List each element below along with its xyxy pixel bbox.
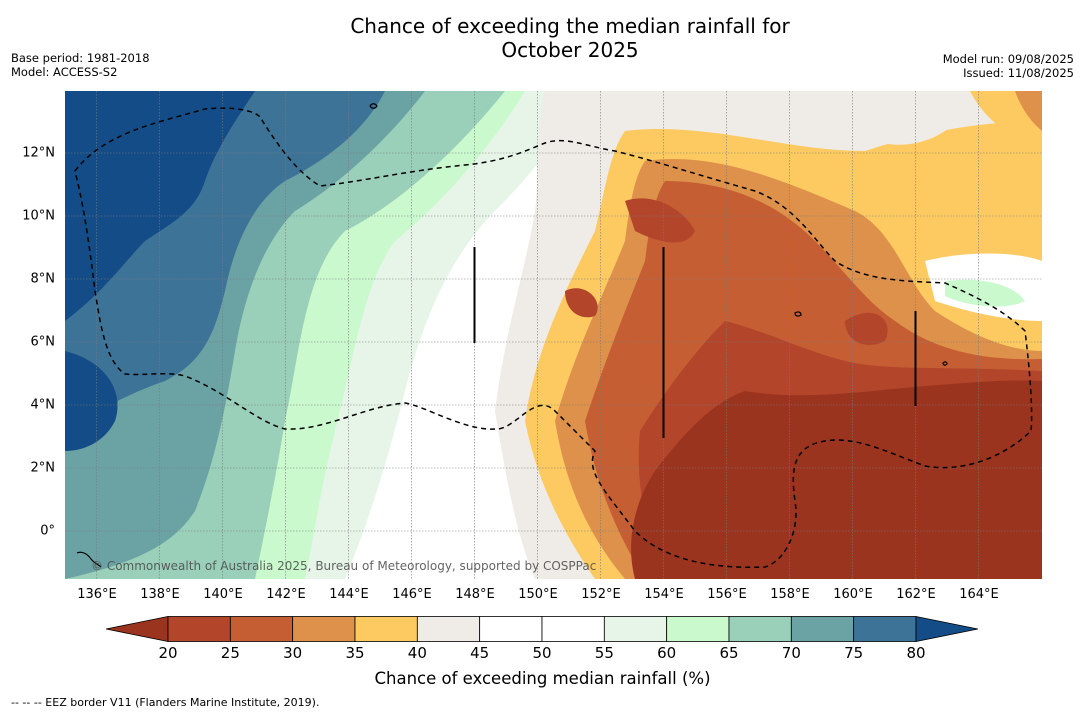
lon-label-162e: 162°E	[896, 587, 936, 602]
lon-label-138e: 138°E	[140, 587, 180, 602]
lon-label-160e: 160°E	[833, 587, 873, 602]
colorbar-segment	[479, 616, 543, 642]
colorbar-tick-label: 55	[594, 644, 614, 662]
colorbar-extend-low	[105, 616, 169, 642]
lat-label-10n: 10°N	[22, 208, 55, 224]
colorbar-segment	[292, 616, 356, 642]
lon-label-146e: 146°E	[392, 587, 432, 602]
colorbar-segment	[541, 616, 605, 642]
model-name: Model: ACCESS-S2	[11, 65, 118, 79]
colorbar-extend-high	[915, 616, 979, 642]
lat-label-4n: 4°N	[30, 397, 56, 413]
colorbar-segment	[790, 616, 855, 642]
colorbar-tick-label: 50	[532, 644, 552, 662]
colorbar-tick-label: 40	[407, 644, 427, 662]
colorbar-segment	[416, 616, 481, 642]
lat-label-12n: 12°N	[22, 145, 55, 161]
colorbar-label: Chance of exceeding median rainfall (%)	[374, 669, 711, 688]
lat-label-8n: 8°N	[30, 271, 56, 287]
lat-label-6n: 6°N	[30, 334, 56, 350]
lon-label-158e: 158°E	[770, 587, 810, 602]
lon-label-142e: 142°E	[266, 587, 306, 602]
colorbar-tick-label: 35	[345, 644, 365, 662]
colorbar-segment	[167, 616, 231, 642]
rainfall-field	[65, 91, 1042, 579]
lon-label-156e: 156°E	[707, 587, 747, 602]
title-line-1: Chance of exceeding the median rainfall …	[350, 14, 790, 38]
colorbar-tick-label: 75	[844, 644, 864, 662]
lat-label-2n: 2°N	[30, 460, 56, 476]
copyright-notice: © Commonwealth of Australia 2025, Bureau…	[91, 559, 597, 573]
lon-label-148e: 148°E	[455, 587, 495, 602]
lon-label-164e: 164°E	[959, 587, 999, 602]
colorbar-tick-label: 20	[158, 644, 178, 662]
lon-label-152e: 152°E	[581, 587, 621, 602]
colorbar	[105, 616, 979, 642]
colorbar-segment	[354, 616, 418, 642]
graticule	[65, 91, 1042, 579]
lon-label-136e: 136°E	[77, 587, 117, 602]
colorbar-segment	[666, 616, 730, 642]
colorbar-tick-label: 70	[781, 644, 801, 662]
eez-border	[74, 107, 1033, 569]
islands	[76, 103, 948, 568]
colorbar-segment	[728, 616, 792, 642]
lon-label-144e: 144°E	[329, 587, 369, 602]
map-svg	[65, 91, 1042, 579]
lon-label-150e: 150°E	[518, 587, 558, 602]
lon-label-140e: 140°E	[203, 587, 243, 602]
colorbar-tick-label: 80	[906, 644, 926, 662]
colorbar-tick-label: 65	[719, 644, 739, 662]
title-line-2: October 2025	[501, 38, 639, 62]
colorbar-segment	[853, 616, 917, 642]
eez-footnote: -- -- -- EEZ border V11 (Flanders Marine…	[11, 696, 320, 709]
colorbar-segment	[603, 616, 668, 642]
colorbar-segment	[229, 616, 294, 642]
issued-date: Issued: 11/08/2025	[963, 66, 1074, 80]
rainfall-map	[65, 91, 1042, 579]
region-lines	[473, 247, 917, 438]
colorbar-tick-label: 25	[220, 644, 240, 662]
colorbar-tick-label: 60	[657, 644, 677, 662]
model-run-date: Model run: 09/08/2025	[942, 52, 1074, 66]
run-info: Model run: 09/08/2025 Issued: 11/08/2025	[943, 52, 1074, 80]
colorbar-tick-label: 30	[283, 644, 303, 662]
model-info: Base period: 1981-2018 Model: ACCESS-S2	[11, 51, 150, 79]
lon-label-154e: 154°E	[644, 587, 684, 602]
colorbar-svg	[105, 616, 979, 642]
lat-label-0: 0°	[40, 523, 55, 539]
base-period: Base period: 1981-2018	[11, 51, 150, 65]
colorbar-tick-label: 45	[470, 644, 490, 662]
map-title: Chance of exceeding the median rainfall …	[0, 14, 1085, 62]
